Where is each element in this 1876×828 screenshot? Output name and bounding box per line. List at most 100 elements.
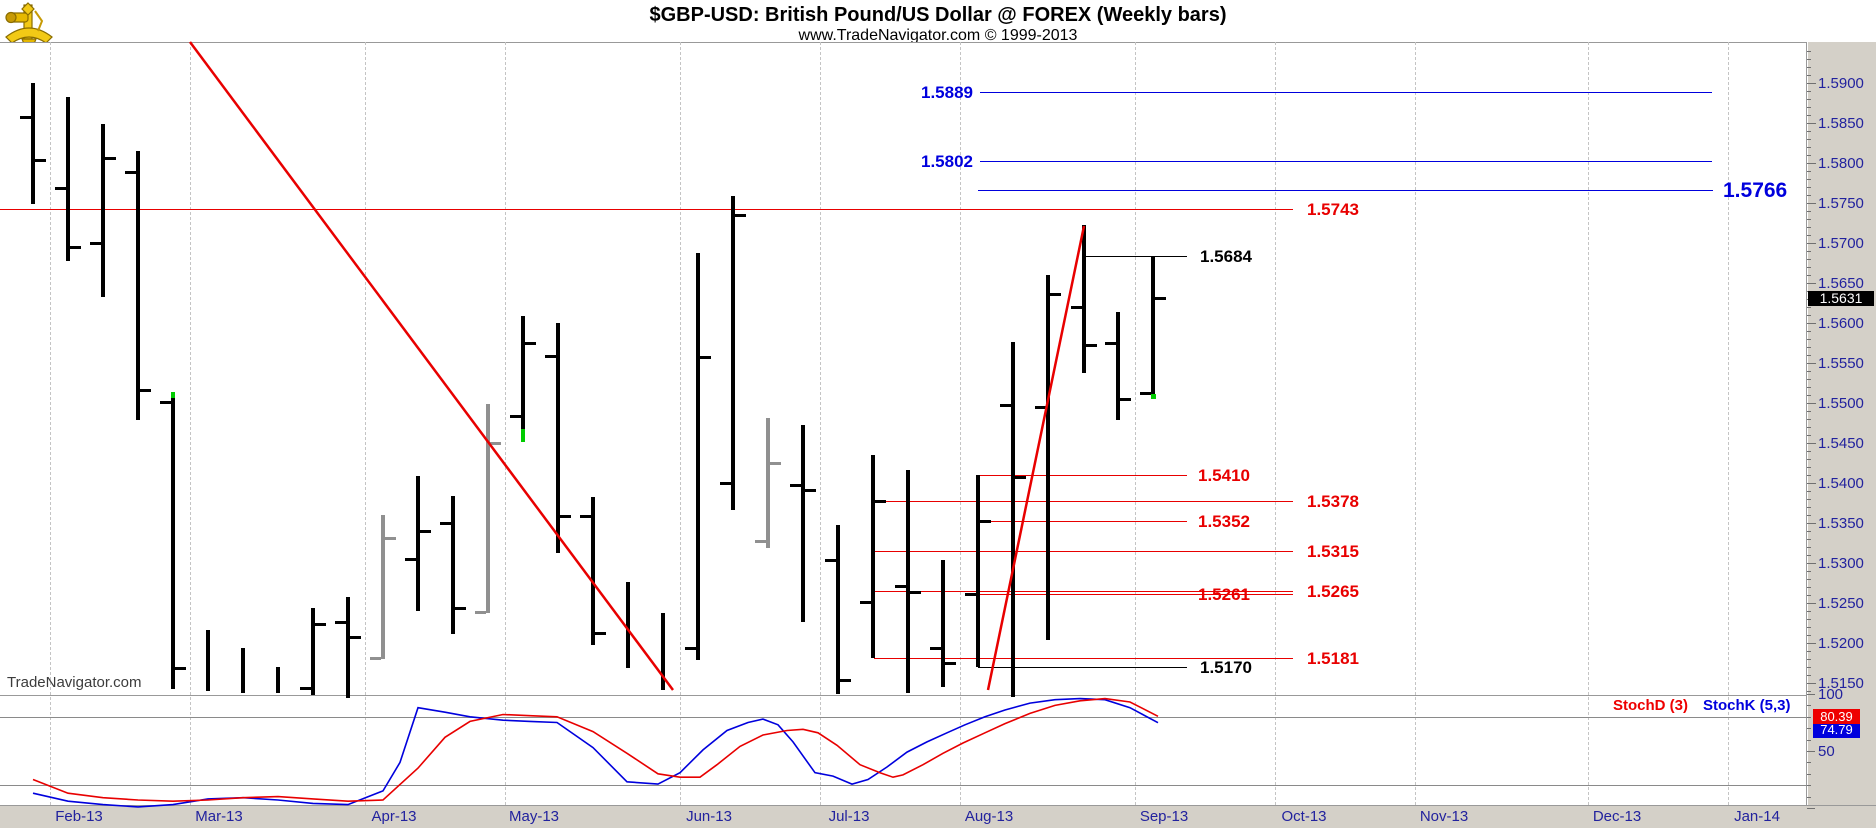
watermark: TradeNavigator.com (7, 674, 142, 691)
price-level-label: 1.5181 (1307, 649, 1359, 668)
price-axis-minor-tick (1807, 491, 1811, 492)
open-tick (125, 171, 136, 174)
price-axis-minor-tick (1807, 675, 1811, 676)
price-axis-minor-tick (1807, 251, 1811, 252)
price-bar (241, 648, 245, 693)
green-tick (1151, 394, 1156, 399)
green-tick (521, 429, 525, 442)
price-axis-minor-tick (1807, 235, 1811, 236)
month-label: May-13 (508, 808, 560, 825)
open-tick (720, 482, 731, 485)
price-bar (101, 124, 105, 297)
price-axis-major-tick (1807, 443, 1816, 444)
price-level-line (0, 209, 1293, 210)
open-tick (685, 647, 696, 650)
price-axis-minor-tick (1807, 659, 1811, 660)
stochk-legend-label[interactable]: StochK (5,3) (1703, 697, 1791, 714)
price-axis-strip[interactable] (1808, 42, 1876, 805)
price-bar (976, 475, 980, 667)
open-tick (55, 187, 66, 190)
close-tick (595, 632, 606, 635)
stochd-legend-label[interactable]: StochD (3) (1613, 697, 1688, 714)
price-axis-major-tick (1807, 363, 1816, 364)
price-axis-label: 1.5800 (1818, 155, 1864, 172)
price-level-line (977, 521, 1187, 522)
price-axis-minor-tick (1807, 651, 1811, 652)
close-tick (525, 342, 536, 345)
month-label: Apr-13 (371, 808, 417, 825)
price-axis-minor-tick (1807, 691, 1811, 692)
price-axis-minor-tick (1807, 467, 1811, 468)
close-tick (735, 214, 746, 217)
price-level-label: 1.5315 (1307, 542, 1359, 561)
month-gridline (1415, 42, 1416, 805)
price-level-label: 1.5261 (1198, 585, 1250, 604)
price-axis-major-tick (1807, 163, 1816, 164)
open-tick (300, 687, 311, 690)
close-tick (770, 462, 781, 465)
price-level-label: 1.5352 (1198, 512, 1250, 531)
open-tick (1071, 306, 1082, 309)
close-tick (35, 159, 46, 162)
month-gridline (1275, 42, 1276, 805)
stoch-axis-tick (1807, 785, 1811, 786)
close-tick (315, 623, 326, 626)
price-bar (941, 560, 945, 687)
stoch-axis-tick (1807, 774, 1811, 775)
price-axis-minor-tick (1807, 139, 1811, 140)
price-axis-minor-tick (1807, 147, 1811, 148)
close-tick (70, 246, 81, 249)
price-axis-minor-tick (1807, 107, 1811, 108)
price-axis-minor-tick (1807, 579, 1811, 580)
price-axis-minor-tick (1807, 379, 1811, 380)
close-tick (175, 667, 186, 670)
green-tick (171, 392, 175, 398)
price-bar (346, 597, 350, 698)
price-axis-minor-tick (1807, 627, 1811, 628)
close-tick (840, 679, 851, 682)
price-axis-minor-tick (1807, 67, 1811, 68)
price-axis-major-tick (1807, 283, 1816, 284)
price-level-label: 1.5889 (921, 83, 973, 102)
close-tick (805, 489, 816, 492)
price-bar (416, 476, 420, 611)
open-tick (1140, 392, 1151, 395)
open-tick (895, 585, 906, 588)
price-axis-minor-tick (1807, 331, 1811, 332)
price-axis-minor-tick (1807, 51, 1811, 52)
month-label: Jan-14 (1734, 808, 1780, 825)
price-bar (801, 425, 805, 622)
price-level-line (977, 475, 1187, 476)
price-axis-minor-tick (1807, 187, 1811, 188)
time-axis-strip[interactable] (0, 806, 1876, 828)
price-axis-label: 1.5250 (1818, 595, 1864, 612)
month-gridline (960, 42, 961, 805)
price-axis-minor-tick (1807, 131, 1811, 132)
price-axis-minor-tick (1807, 75, 1811, 76)
price-axis-minor-tick (1807, 635, 1811, 636)
price-axis-label: 1.5200 (1818, 635, 1864, 652)
open-tick (930, 647, 941, 650)
price-level-label: 1.5410 (1198, 466, 1250, 485)
price-axis-minor-tick (1807, 419, 1811, 420)
open-tick (160, 401, 171, 404)
month-label: Jun-13 (686, 808, 732, 825)
price-axis-label: 1.5900 (1818, 75, 1864, 92)
price-bar (626, 582, 630, 668)
price-axis-minor-tick (1807, 595, 1811, 596)
price-axis-label: 1.5400 (1818, 475, 1864, 492)
price-axis-minor-tick (1807, 211, 1811, 212)
price-axis-minor-tick (1807, 411, 1811, 412)
price-axis-minor-tick (1807, 259, 1811, 260)
price-axis-minor-tick (1807, 195, 1811, 196)
price-axis-minor-tick (1807, 355, 1811, 356)
price-bar (31, 83, 35, 204)
month-gridline (365, 42, 366, 805)
price-axis-minor-tick (1807, 547, 1811, 548)
price-bar (1151, 256, 1155, 395)
open-tick (20, 116, 31, 119)
open-tick (1000, 404, 1011, 407)
price-axis-minor-tick (1807, 91, 1811, 92)
price-bar (556, 323, 560, 553)
price-axis-minor-tick (1807, 619, 1811, 620)
